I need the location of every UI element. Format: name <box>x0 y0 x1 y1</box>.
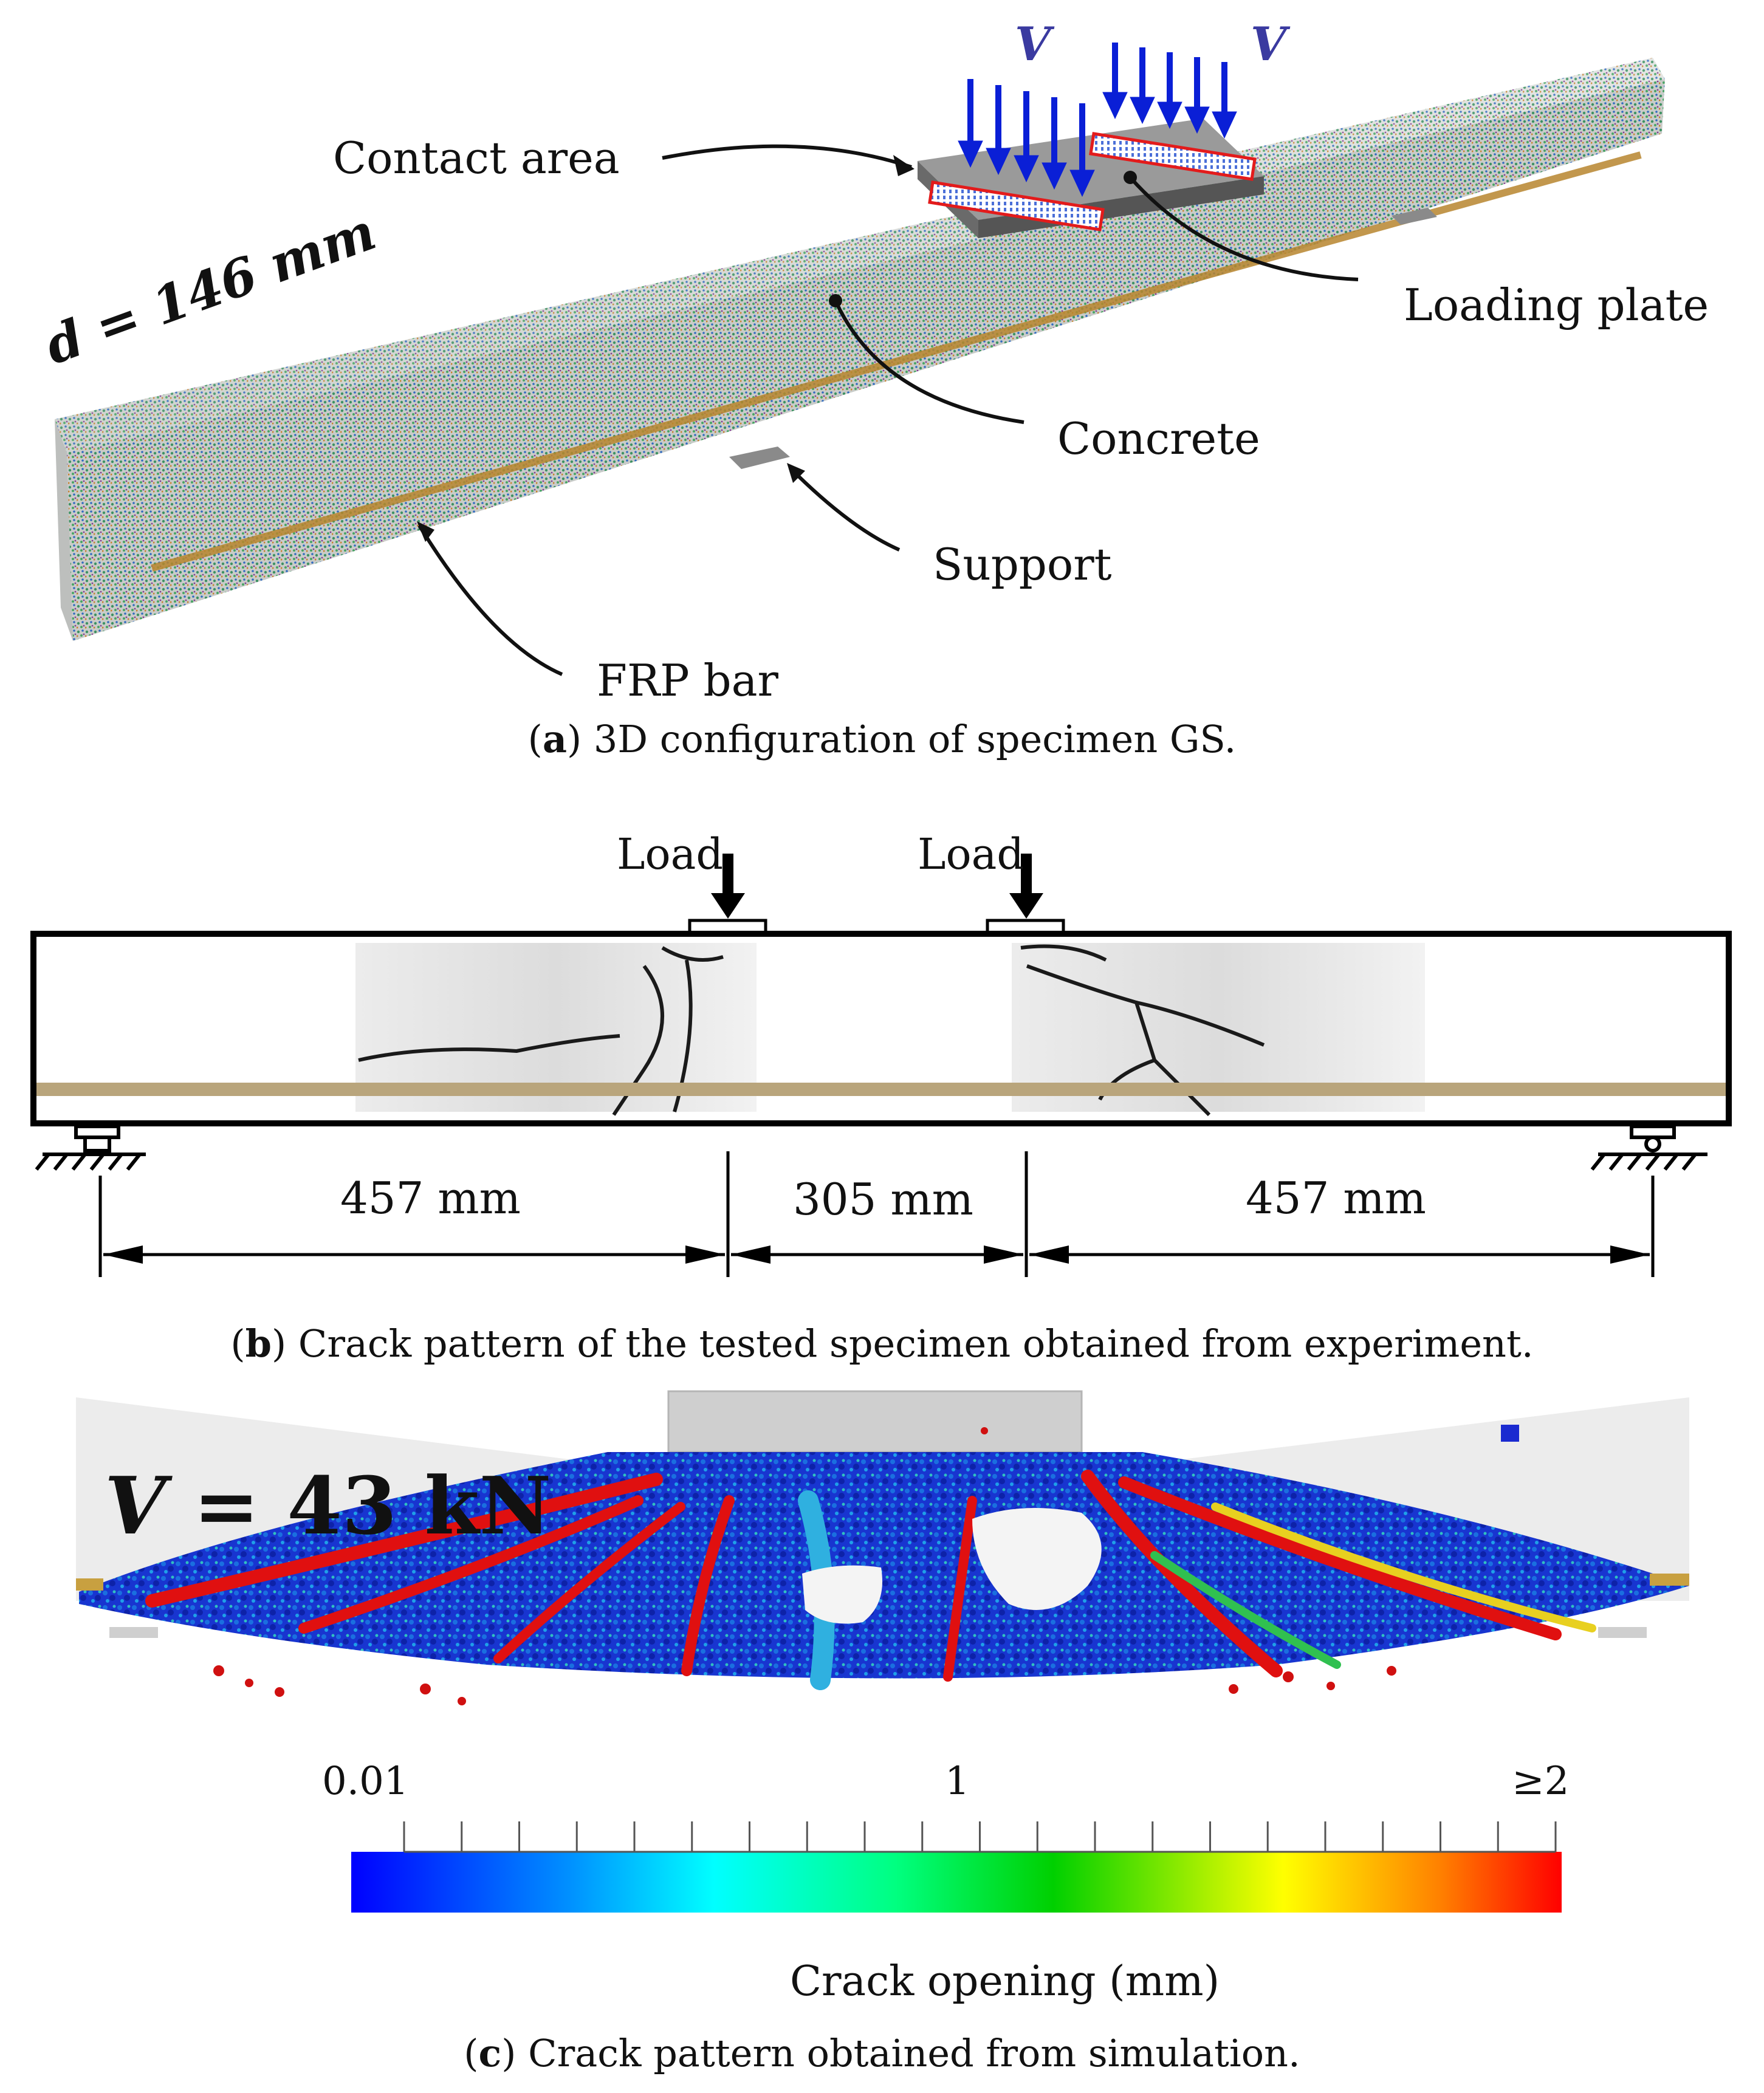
dot-concrete <box>829 294 842 307</box>
support-left <box>729 447 790 469</box>
caption-c-text: Crack pattern obtained from simulation. <box>528 2031 1300 2075</box>
load-arrow <box>1014 91 1039 183</box>
beam-end-face <box>55 419 73 641</box>
caption-c: (c) Crack pattern obtained from simulati… <box>464 2031 1300 2075</box>
beam-elevation-drawing <box>30 854 1732 1277</box>
dimension-lines <box>98 1151 1655 1277</box>
load-arrow <box>1102 43 1128 120</box>
concrete-particles-top <box>55 58 1665 453</box>
panel-a-3d-configuration: V V d = 146 mm Contact area Loading plat… <box>0 0 1764 784</box>
load-arrow-left <box>711 854 745 919</box>
panel-c-simulation: V = 43 kN 0.01 1 ≥2 Crack opening (mm) (… <box>0 1385 1764 2093</box>
load-arrow <box>1157 52 1182 129</box>
dim-label-left: 457 mm <box>340 1173 521 1224</box>
beam-3d-illustration <box>55 43 1665 676</box>
load-arrows <box>958 43 1237 197</box>
load-symbol-left: V <box>1015 17 1051 71</box>
loading-plate <box>667 1390 1083 1453</box>
caption-a-text: 3D configuration of specimen GS. <box>593 717 1237 761</box>
load-arrow <box>986 85 1011 176</box>
leader-loading-plate <box>1128 176 1359 281</box>
dim-label-middle: 305 mm <box>793 1174 973 1225</box>
caption-c-letter: c <box>478 2031 502 2075</box>
load-arrow <box>958 79 983 168</box>
caption-a-letter: a <box>542 717 567 761</box>
support-left <box>35 1125 146 1171</box>
colorbar-min-label: 0.01 <box>322 1759 409 1804</box>
damaged-region <box>79 1452 1689 1679</box>
load-symbol: V <box>105 1459 166 1552</box>
contact-strip-right <box>1089 132 1257 181</box>
simulation-crack-plot <box>76 1390 1689 1913</box>
dimension-arrowheads <box>103 1245 1650 1264</box>
caption-b: (b) Crack pattern of the tested specimen… <box>230 1321 1534 1366</box>
frp-bar-line <box>151 151 1642 572</box>
contact-strip-left <box>928 180 1105 231</box>
frp-bar <box>36 1083 1726 1096</box>
arrowhead-support <box>787 463 805 483</box>
colorbar-ticks <box>403 1821 1557 1853</box>
caption-b-text: Crack pattern of the tested specimen obt… <box>298 1321 1534 1366</box>
load-value: = 43 kN <box>193 1459 552 1552</box>
leader-support <box>788 466 901 552</box>
callout-loading-plate: Loading plate <box>1404 279 1709 331</box>
frp-bar-stub-right <box>1650 1574 1689 1586</box>
colorbar-mid-label: 1 <box>945 1759 970 1804</box>
load-arrow <box>1130 47 1155 125</box>
arrowhead-contact-area <box>893 155 915 176</box>
colorbar-max-label: ≥2 <box>1512 1759 1570 1804</box>
support-right <box>1392 208 1437 225</box>
caption-b-letter: b <box>245 1321 272 1366</box>
concrete-particles-front <box>67 79 1665 641</box>
leader-contact-area <box>662 144 912 169</box>
load-label: V = 43 kN <box>105 1459 551 1552</box>
caption-a: (a) 3D configuration of specimen GS. <box>527 717 1237 761</box>
loose-particles <box>213 1427 1396 1705</box>
load-label-right: Load <box>918 829 1024 879</box>
support-right <box>1590 1125 1707 1171</box>
support-left <box>109 1627 158 1638</box>
leader-frp-bar <box>417 524 563 676</box>
support-right <box>1598 1627 1647 1638</box>
callout-frp-bar: FRP bar <box>597 655 778 706</box>
callout-support: Support <box>933 539 1112 590</box>
colorbar-title: Crack opening (mm) <box>790 1958 1220 2006</box>
callout-concrete: Concrete <box>1057 413 1260 464</box>
beam-outline <box>30 931 1732 1126</box>
load-arrow <box>1069 103 1095 197</box>
load-arrow <box>1184 57 1210 134</box>
load-arrow-right <box>1009 854 1043 919</box>
dot-loading-plate <box>1124 171 1137 184</box>
frp-bar-stub-left <box>76 1578 103 1591</box>
load-arrow <box>1212 62 1237 139</box>
colorbar-gradient <box>351 1852 1562 1913</box>
leader-concrete <box>834 300 1024 424</box>
arrowhead-frp-bar <box>417 521 434 542</box>
dim-label-right: 457 mm <box>1246 1173 1426 1224</box>
load-label-left: Load <box>617 829 724 879</box>
blue-fragment <box>1501 1425 1519 1442</box>
load-symbol-right: V <box>1251 17 1286 71</box>
void-left <box>802 1565 882 1624</box>
panel-b-experiment: Load Load 457 mm 305 mm 457 mm (b) Crack… <box>0 784 1764 1385</box>
callout-contact-area: Contact area <box>333 132 620 183</box>
load-arrow <box>1042 97 1067 190</box>
void-right <box>972 1508 1102 1610</box>
